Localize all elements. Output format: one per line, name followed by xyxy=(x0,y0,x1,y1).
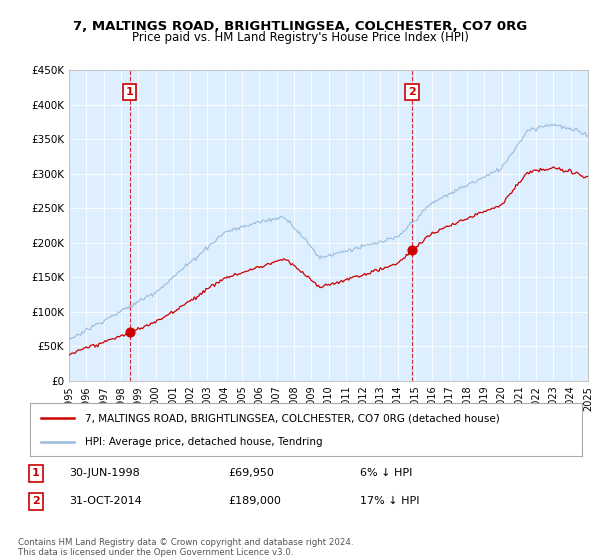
Text: HPI: Average price, detached house, Tendring: HPI: Average price, detached house, Tend… xyxy=(85,436,323,446)
Text: 2: 2 xyxy=(32,496,40,506)
Text: 17% ↓ HPI: 17% ↓ HPI xyxy=(360,496,419,506)
Text: 1: 1 xyxy=(32,468,40,478)
Text: £69,950: £69,950 xyxy=(228,468,274,478)
Text: Price paid vs. HM Land Registry's House Price Index (HPI): Price paid vs. HM Land Registry's House … xyxy=(131,31,469,44)
Text: 1: 1 xyxy=(125,87,133,97)
Text: 7, MALTINGS ROAD, BRIGHTLINGSEA, COLCHESTER, CO7 0RG (detached house): 7, MALTINGS ROAD, BRIGHTLINGSEA, COLCHES… xyxy=(85,413,500,423)
Text: Contains HM Land Registry data © Crown copyright and database right 2024.
This d: Contains HM Land Registry data © Crown c… xyxy=(18,538,353,557)
Text: 7, MALTINGS ROAD, BRIGHTLINGSEA, COLCHESTER, CO7 0RG: 7, MALTINGS ROAD, BRIGHTLINGSEA, COLCHES… xyxy=(73,20,527,32)
Text: 2: 2 xyxy=(408,87,416,97)
Text: £189,000: £189,000 xyxy=(228,496,281,506)
Point xyxy=(125,328,134,337)
Text: 31-OCT-2014: 31-OCT-2014 xyxy=(69,496,142,506)
Text: 6% ↓ HPI: 6% ↓ HPI xyxy=(360,468,412,478)
Point xyxy=(407,246,417,255)
Text: 30-JUN-1998: 30-JUN-1998 xyxy=(69,468,140,478)
